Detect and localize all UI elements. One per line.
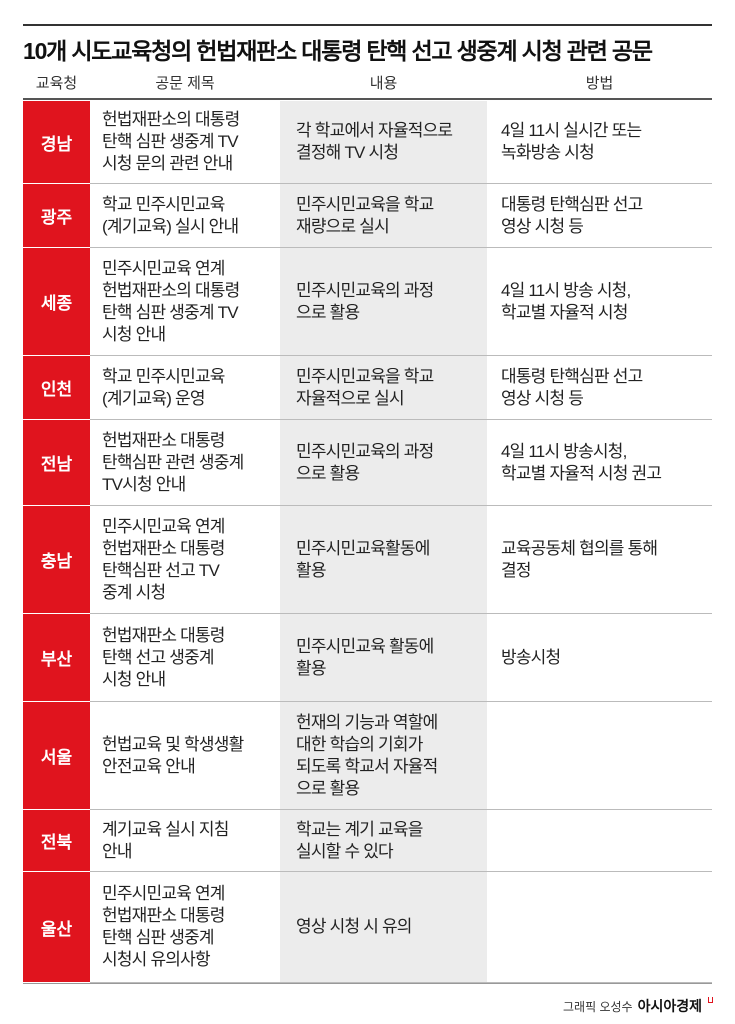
title-cell: 학교 민주시민교육 (계기교육) 실시 안내 xyxy=(102,194,239,236)
brand-mark-icon xyxy=(708,997,713,1003)
table-row: 충남 민주시민교육 연계 헌법재판소 대통령 탄핵심판 선고 TV 중계 시청 민주… xyxy=(23,506,712,614)
table-row: 부산 헌법재판소 대통령 탄핵 선고 생중계 시청 안내 민주시민교육 활동에 활용… xyxy=(23,614,712,702)
method-cell: 교육공동체 협의를 통해 결정 xyxy=(501,538,658,580)
title-cell: 민주시민교육 연계 헌법재판소 대통령 탄핵 심판 생중계 시청시 유의사항 xyxy=(102,884,225,969)
title-cell: 계기교육 실시 지침 안내 xyxy=(102,819,229,861)
content-cell: 민주시민교육을 학교 자율적으로 실시 xyxy=(280,356,487,419)
table-row: 광주 학교 민주시민교육 (계기교육) 실시 안내 민주시민교육을 학교 재량으로 … xyxy=(23,184,712,248)
method-cell xyxy=(487,872,712,982)
method-cell: 방송시청 xyxy=(501,647,561,667)
method-cell: 4일 11시 방송 시청, 학교별 자율적 시청 xyxy=(501,280,631,322)
brand-logo: 아시아경제 xyxy=(637,998,702,1014)
content-cell: 민주시민교육을 학교 재량으로 실시 xyxy=(280,184,487,247)
header-method: 방법 xyxy=(585,75,614,92)
region-cell: 부산 xyxy=(23,614,90,702)
table-header: 교육청 공문 제목 내용 방법 xyxy=(23,72,712,100)
header-content: 내용 xyxy=(369,75,398,92)
page-title: 10개 시도교육청의 헌법재판소 대통령 탄핵 선고 생중계 시청 관련 공문 xyxy=(23,38,653,64)
region-cell: 경남 xyxy=(23,101,90,184)
method-cell: 4일 11시 실시간 또는 녹화방송 시청 xyxy=(501,121,642,162)
region-cell: 세종 xyxy=(23,248,90,356)
title-cell: 민주시민교육 연계 헌법재판소의 대통령 탄핵 심판 생중계 TV 시청 안내 xyxy=(102,258,240,344)
method-cell xyxy=(487,810,712,871)
method-cell: 4일 11시 방송시청, 학교별 자율적 시청 권고 xyxy=(501,441,662,483)
title-cell: 헌법재판소 대통령 탄핵 선고 생중계 시청 안내 xyxy=(102,625,225,689)
table-row: 울산 민주시민교육 연계 헌법재판소 대통령 탄핵 심판 생중계 시청시 유의사항… xyxy=(23,872,712,983)
region-cell: 광주 xyxy=(23,184,90,248)
content-cell: 각 학교에서 자율적으로 결정해 TV 시청 xyxy=(280,101,487,183)
credit: 그래픽 오성수 아시아경제 xyxy=(563,996,713,1016)
table-row: 전남 헌법재판소 대통령 탄핵심판 관련 생중계 TV시청 안내 민주시민교육의 과… xyxy=(23,420,712,506)
graphic-credit: 그래픽 오성수 xyxy=(563,1000,633,1014)
table-body: 경남 헌법재판소의 대통령 탄핵 심판 생중계 TV 시청 문의 관련 안내 각 학… xyxy=(23,101,712,983)
top-rule xyxy=(23,24,712,26)
region-cell: 울산 xyxy=(23,872,90,983)
table-row: 경남 헌법재판소의 대통령 탄핵 심판 생중계 TV 시청 문의 관련 안내 각 학… xyxy=(23,101,712,184)
content-cell: 영상 시청 시 유의 xyxy=(280,872,487,982)
bottom-rule xyxy=(23,983,712,984)
title-cell: 헌법재판소의 대통령 탄핵 심판 생중계 TV 시청 문의 관련 안내 xyxy=(102,110,240,173)
content-cell: 민주시민교육활동에 활용 xyxy=(280,506,487,613)
region-cell: 서울 xyxy=(23,702,90,810)
method-cell xyxy=(487,702,712,809)
region-cell: 전북 xyxy=(23,810,90,872)
header-region: 교육청 xyxy=(35,75,78,92)
content-cell: 헌재의 기능과 역할에 대한 학습의 기회가 되도록 학교서 자율적 으로 활용 xyxy=(280,702,487,809)
region-cell: 전남 xyxy=(23,420,90,506)
method-cell: 대통령 탄핵심판 선고 영상 시청 등 xyxy=(501,366,643,408)
method-cell: 대통령 탄핵심판 선고 영상 시청 등 xyxy=(501,194,643,236)
region-cell: 인천 xyxy=(23,356,90,420)
title-cell: 민주시민교육 연계 헌법재판소 대통령 탄핵심판 선고 TV 중계 시청 xyxy=(102,516,225,602)
region-cell: 충남 xyxy=(23,506,90,614)
content-cell: 민주시민교육의 과정 으로 활용 xyxy=(280,420,487,505)
title-cell: 학교 민주시민교육 (계기교육) 운영 xyxy=(102,366,225,408)
table-row: 세종 민주시민교육 연계 헌법재판소의 대통령 탄핵 심판 생중계 TV 시청 안… xyxy=(23,248,712,356)
header-title: 공문 제목 xyxy=(155,75,215,92)
title-cell: 헌법재판소 대통령 탄핵심판 관련 생중계 TV시청 안내 xyxy=(102,430,244,494)
table-row: 서울 헌법교육 및 학생생활 안전교육 안내 헌재의 기능과 역할에 대한 학습의 … xyxy=(23,702,712,810)
title-cell: 헌법교육 및 학생생활 안전교육 안내 xyxy=(102,734,244,776)
table-row: 인천 학교 민주시민교육 (계기교육) 운영 민주시민교육을 학교 자율적으로 실시… xyxy=(23,356,712,420)
table-row: 전북 계기교육 실시 지침 안내 학교는 계기 교육을 실시할 수 있다 xyxy=(23,810,712,872)
content-cell: 민주시민교육 활동에 활용 xyxy=(280,614,487,701)
content-cell: 학교는 계기 교육을 실시할 수 있다 xyxy=(280,810,487,871)
content-cell: 민주시민교육의 과정 으로 활용 xyxy=(280,248,487,355)
